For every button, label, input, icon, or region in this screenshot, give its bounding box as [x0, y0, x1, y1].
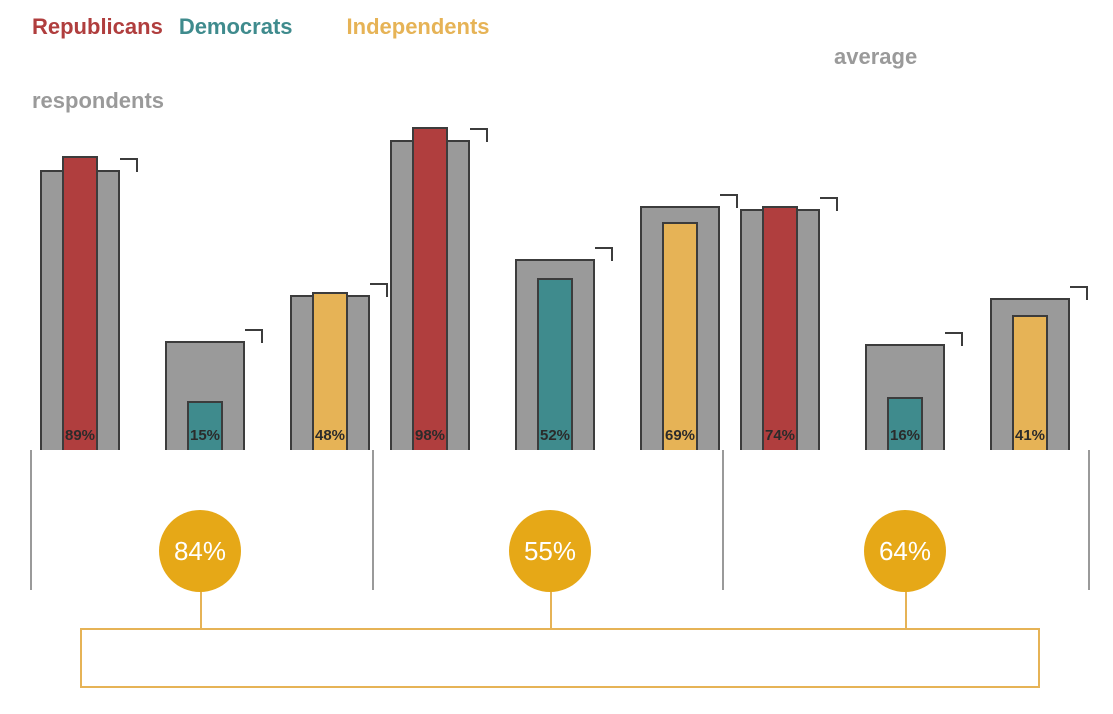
summary-circle: 84% [159, 510, 241, 592]
bar-respondents [662, 222, 698, 450]
group-separator [1088, 450, 1090, 590]
bar-respondents [762, 206, 798, 450]
notch-marker [820, 197, 838, 211]
notch-marker [595, 247, 613, 261]
group-separator [372, 450, 374, 590]
bottom-box [80, 628, 1040, 688]
group-separator [30, 450, 32, 590]
legend-democrats: Democrats [179, 14, 293, 40]
bar-respondents [62, 156, 98, 450]
bar-value-label: 52% [515, 427, 595, 444]
legend-independents: Independents [347, 14, 490, 40]
bar-value-label: 16% [865, 427, 945, 444]
bar-value-label: 15% [165, 427, 245, 444]
bar-value-label: 74% [740, 427, 820, 444]
bar-value-label: 69% [640, 427, 720, 444]
notch-marker [370, 283, 388, 297]
label-average: average [834, 44, 917, 70]
summary-circle: 64% [864, 510, 946, 592]
notch-marker [945, 332, 963, 346]
summary-circle: 55% [509, 510, 591, 592]
bar-value-label: 48% [290, 427, 370, 444]
legend: Republicans Democrats Independents [32, 14, 490, 40]
chart-area: 89% 15% 48% 98% 52% 69% 74% 16% 41% [30, 120, 1090, 450]
notch-marker [120, 158, 138, 172]
label-respondents: respondents [32, 88, 164, 114]
legend-republicans: Republicans [32, 14, 163, 40]
notch-marker [720, 194, 738, 208]
bar-value-label: 98% [390, 427, 470, 444]
notch-marker [470, 128, 488, 142]
notch-marker [1070, 286, 1088, 300]
bar-respondents [412, 127, 448, 450]
group-separator [722, 450, 724, 590]
bar-value-label: 41% [990, 427, 1070, 444]
notch-marker [245, 329, 263, 343]
bar-respondents [537, 278, 573, 450]
bar-value-label: 89% [40, 427, 120, 444]
